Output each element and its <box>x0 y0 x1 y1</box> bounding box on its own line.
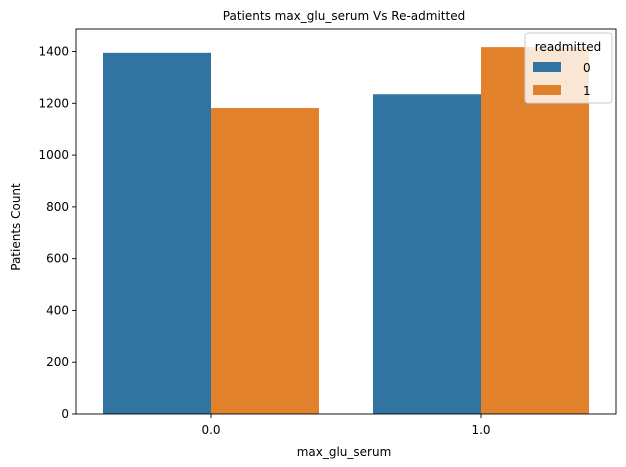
y-tick-label-600: 600 <box>46 252 69 266</box>
ticks-layer: 0 200 400 600 800 1000 1200 1400 0.0 1.0 <box>38 45 490 437</box>
x-axis-label: max_glu_serum <box>297 445 392 459</box>
chart-title: Patients max_glu_serum Vs Re-admitted <box>223 9 465 23</box>
axes-layer <box>75 28 617 415</box>
bar-0.0-readmitted-1 <box>211 107 319 415</box>
y-tick-label-1000: 1000 <box>38 148 69 162</box>
y-tick-label-1400: 1400 <box>38 45 69 59</box>
legend-title: readmitted <box>535 40 601 54</box>
x-tick-label-0.0: 0.0 <box>201 423 220 437</box>
y-tick-label-1200: 1200 <box>38 96 69 110</box>
bar-1.0-readmitted-1 <box>481 47 589 414</box>
legend-swatch-readmitted-1 <box>533 85 561 95</box>
y-tick-label-200: 200 <box>46 355 69 369</box>
y-tick-label-0: 0 <box>61 407 69 421</box>
plot-frame <box>75 28 617 415</box>
bars-layer <box>103 47 589 415</box>
y-axis-label: Patients Count <box>9 183 23 271</box>
legend: readmitted 0 1 <box>524 32 613 104</box>
legend-label-readmitted-1: 1 <box>583 84 591 98</box>
bar-1.0-readmitted-0 <box>373 94 481 415</box>
bar-0.0-readmitted-0 <box>103 52 211 415</box>
x-tick-label-1.0: 1.0 <box>471 423 490 437</box>
legend-swatch-readmitted-0 <box>533 62 561 72</box>
y-tick-label-800: 800 <box>46 200 69 214</box>
y-tick-label-400: 400 <box>46 303 69 317</box>
legend-label-readmitted-0: 0 <box>583 61 591 75</box>
